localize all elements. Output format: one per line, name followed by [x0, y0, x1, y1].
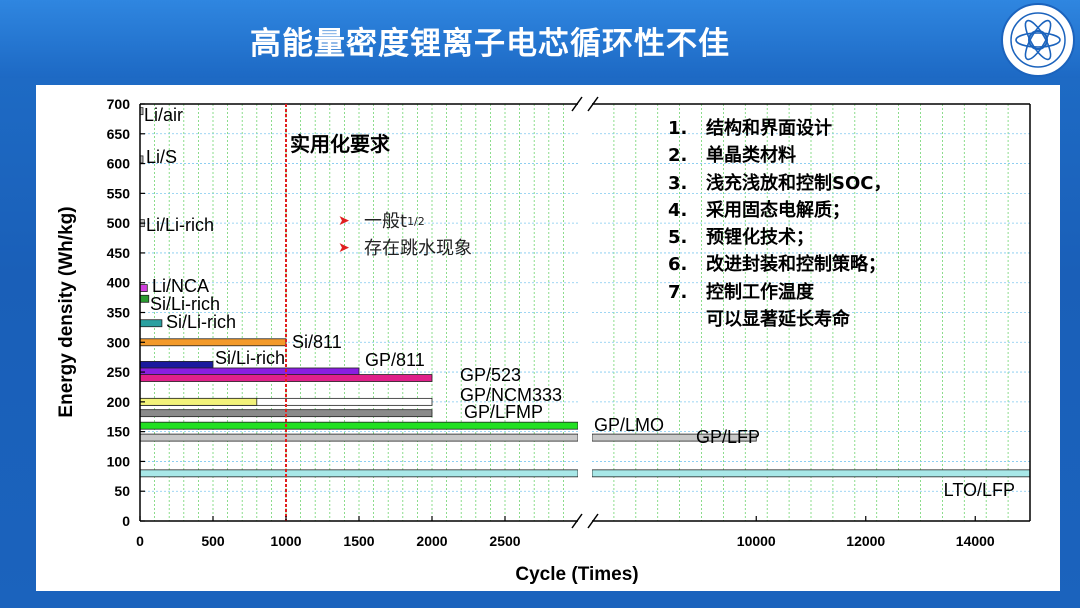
x-tick-label: 1000 — [270, 533, 301, 549]
slide-title: 高能量密度锂离子电芯循环性不佳 — [250, 26, 730, 62]
y-tick-label: 350 — [107, 305, 131, 321]
bar-label: GP/LMO — [594, 415, 664, 435]
strategy-number: 7. — [668, 281, 688, 303]
y-tick-label: 300 — [107, 334, 131, 350]
strategy-number: 5. — [668, 227, 688, 249]
label-layer: 0 50 100 150 200 250 300 350 400 450 500 550 600 650 7… — [107, 96, 1015, 549]
axis-break-gap — [578, 102, 592, 523]
strategy-text: 采用固态电解质； — [706, 199, 850, 221]
bar-label: Si/Li-rich — [166, 312, 236, 332]
strategy-item: 可以显著延长寿命 — [668, 306, 891, 333]
strategy-item: 2. 单晶类材料 — [668, 142, 891, 169]
bar — [591, 469, 1031, 478]
axis-break-mark — [571, 96, 583, 112]
bar — [139, 294, 150, 303]
academy-logo-icon — [1001, 3, 1075, 77]
x-tick-label: 500 — [201, 533, 225, 549]
x-tick-label: 12000 — [846, 533, 885, 549]
strategy-text: 浅充浅放和控制SOC， — [706, 172, 892, 194]
y-tick-label: 150 — [107, 424, 131, 440]
bar — [139, 338, 287, 347]
strategy-text: 改进封装和控制策略； — [706, 254, 886, 276]
strategy-item: 1. 结构和界面设计 — [668, 115, 891, 142]
strategy-number — [668, 306, 706, 333]
y-tick-label: 550 — [107, 185, 131, 201]
bar — [139, 397, 258, 406]
bar-label: Li/air — [144, 105, 183, 125]
y-tick-label: 50 — [114, 483, 130, 499]
strategy-text: 结构和界面设计 — [706, 118, 832, 139]
arrow-bullet-icon: ➤ — [338, 213, 350, 229]
bar — [139, 421, 579, 430]
strategy-text: 控制工作温度 — [706, 281, 814, 303]
bar-label: Si/811 — [292, 332, 342, 352]
bar-label: Li/NCA — [152, 276, 209, 296]
bar-label: GP/LFP — [696, 427, 760, 447]
bullet-text: 一般t — [364, 211, 408, 232]
bar-label: GP/811 — [365, 350, 425, 370]
axis-break-mark — [587, 513, 599, 529]
x-tick-label: 2000 — [416, 533, 447, 549]
bar — [139, 367, 360, 376]
requirement-label: 实用化要求 — [290, 132, 390, 156]
header-band — [0, 0, 1080, 78]
chart-panel — [36, 85, 1060, 591]
strategy-text: 可以显著延长寿命 — [706, 309, 850, 331]
y-tick-label: 200 — [107, 394, 131, 410]
y-tick-label: 600 — [107, 156, 131, 172]
bar — [139, 361, 214, 369]
strategy-text: 预锂化技术； — [706, 227, 814, 249]
bullet-sup: 1/2 — [407, 215, 425, 228]
x-tick-label: 2500 — [489, 533, 520, 549]
arrow-bullet-icon: ➤ — [338, 240, 350, 256]
axis-break-mark — [571, 513, 583, 529]
bar-label: GP/523 — [460, 365, 521, 385]
x-tick-label: 10000 — [737, 533, 776, 549]
y-tick-label: 0 — [122, 513, 130, 529]
strategy-text: 单晶类材料 — [706, 145, 796, 167]
bar-label: GP/NCM333 — [460, 385, 562, 405]
bar-label: Li/Li-rich — [146, 215, 214, 235]
x-tick-label: 1500 — [343, 533, 374, 549]
bar-label: Li/S — [146, 147, 177, 167]
strategy-number: 6. — [668, 254, 688, 276]
strategy-item: 4. 采用固态电解质； — [668, 197, 891, 224]
strategy-list: 1. 结构和界面设计 2. 单晶类材料 3. 浅充浅放和控制SOC， 4. 采用固态电解… — [668, 115, 891, 333]
y-tick-label: 700 — [107, 96, 131, 112]
strategy-number: 3. — [668, 172, 688, 194]
bullet-item: ➤ 一般t 1/2 — [338, 208, 472, 235]
strategy-item: 3. 浅充浅放和控制SOC， — [668, 170, 891, 197]
bar — [139, 433, 579, 442]
x-axis-title: Cycle (Times) — [515, 564, 638, 585]
bar-label: Si/Li-rich — [150, 294, 220, 314]
strategy-item: 7. 控制工作温度 — [668, 279, 891, 306]
bar — [139, 319, 163, 328]
y-tick-label: 500 — [107, 215, 131, 231]
y-tick-label: 450 — [107, 245, 131, 261]
axis-layer — [139, 96, 1031, 529]
strategy-number: 4. — [668, 199, 688, 221]
y-tick-label: 250 — [107, 364, 131, 380]
x-tick-label: 14000 — [956, 533, 995, 549]
strategy-number: 1. — [668, 118, 688, 139]
y-tick-label: 100 — [107, 453, 131, 469]
x-tick-label: 0 — [136, 533, 144, 549]
y-tick-label: 400 — [107, 275, 131, 291]
bullet-list: ➤ 一般t 1/2 ➤ 存在跳水现象 — [338, 208, 472, 262]
bar-label: GP/LFMP — [464, 402, 543, 422]
bar-label: LTO/LFP — [944, 480, 1015, 500]
y-axis-title: Energy density (Wh/kg) — [56, 206, 77, 417]
axis-break-mark — [587, 96, 599, 112]
bar — [139, 284, 148, 292]
bar — [139, 469, 579, 478]
strategy-item: 6. 改进封装和控制策略； — [668, 251, 891, 278]
bar-label: Si/Li-rich — [215, 348, 285, 368]
bullet-item: ➤ 存在跳水现象 — [338, 235, 472, 262]
y-tick-label: 650 — [107, 126, 131, 142]
strategy-number: 2. — [668, 145, 688, 167]
strategy-item: 5. 预锂化技术； — [668, 224, 891, 251]
bullet-text: 存在跳水现象 — [364, 238, 472, 259]
